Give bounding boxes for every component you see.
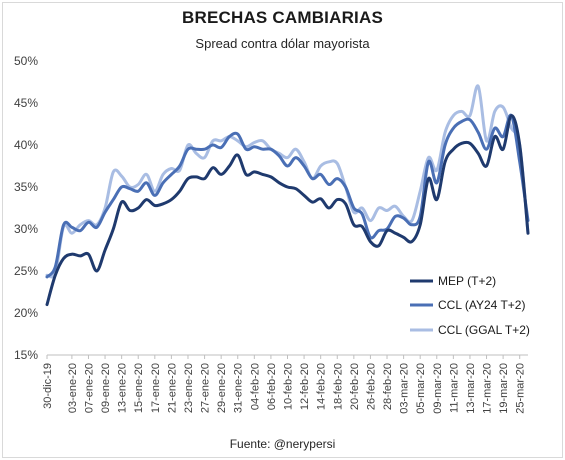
x-tick-label: 13-ene-20 — [117, 363, 129, 413]
legend-label-1: MEP (T+2) — [438, 274, 496, 288]
legend: MEP (T+2) CCL (AY24 T+2) CCL (GGAL T+2) — [410, 274, 530, 337]
source-note: Fuente: @nerypersi — [229, 437, 336, 451]
x-tick-label: 31-ene-20 — [233, 363, 245, 413]
legend-label-2: CCL (AY24 T+2) — [438, 298, 525, 312]
x-tick-label: 25-mar-20 — [515, 363, 527, 414]
x-tick-label: 14-feb-20 — [316, 363, 328, 410]
x-tick-label: 18-feb-20 — [332, 363, 344, 410]
x-tick-label: 06-feb-20 — [266, 363, 278, 410]
y-tick-label: 20% — [14, 306, 38, 320]
x-tick-label: 03-ene-20 — [67, 363, 79, 413]
x-tick-label: 09-mar-20 — [432, 363, 444, 414]
x-tick-label: 03-mar-20 — [399, 363, 411, 414]
y-tick-label: 45% — [14, 96, 38, 110]
y-tick-label: 35% — [14, 180, 38, 194]
y-tick-label: 15% — [14, 348, 38, 362]
x-tick-label: 11-mar-20 — [448, 363, 460, 413]
series-line-3 — [45, 84, 530, 279]
y-axis: 15% 20% 25% 30% 35% 40% 45% 50% — [14, 54, 38, 362]
chart-title: BRECHAS CAMBIARIAS — [182, 8, 383, 27]
x-tick-label: 19-mar-20 — [498, 363, 510, 414]
y-tick-label: 50% — [14, 54, 38, 68]
x-tick-label: 30-dic-19 — [42, 363, 54, 409]
y-tick-label: 40% — [14, 138, 38, 152]
x-tick-label: 20-feb-20 — [349, 363, 361, 410]
x-tick-label: 21-ene-20 — [166, 363, 178, 413]
x-tick-label: 15-ene-20 — [133, 363, 145, 413]
x-tick-label: 29-ene-20 — [216, 363, 228, 413]
y-tick-label: 30% — [14, 222, 38, 236]
x-tick-label: 17-mar-20 — [482, 363, 494, 414]
x-tick-label: 05-mar-20 — [415, 363, 427, 414]
x-tick-label: 09-ene-20 — [100, 363, 112, 413]
x-axis: 30-dic-19 03-ene-20 07-ene-20 09-ene-20 13-e… — [42, 354, 528, 414]
x-tick-label: 13-mar-20 — [465, 363, 477, 414]
chart-subtitle: Spread contra dólar mayorista — [195, 36, 370, 51]
x-tick-label: 10-feb-20 — [283, 363, 295, 410]
series-lines — [45, 84, 530, 307]
x-tick-label: 26-feb-20 — [365, 363, 377, 410]
series-line-1 — [45, 114, 530, 307]
x-tick-label: 17-ene-20 — [150, 363, 162, 413]
x-tick-label: 27-ene-20 — [200, 363, 212, 413]
x-tick-label: 28-feb-20 — [382, 363, 394, 410]
y-tick-label: 25% — [14, 264, 38, 278]
x-tick-label: 23-ene-20 — [183, 363, 195, 413]
x-tick-label: 04-feb-20 — [249, 363, 261, 410]
x-tick-label: 12-feb-20 — [299, 363, 311, 410]
x-tick-label: 07-ene-20 — [83, 363, 95, 413]
legend-label-3: CCL (GGAL T+2) — [438, 323, 530, 337]
series-line-2 — [45, 113, 530, 279]
